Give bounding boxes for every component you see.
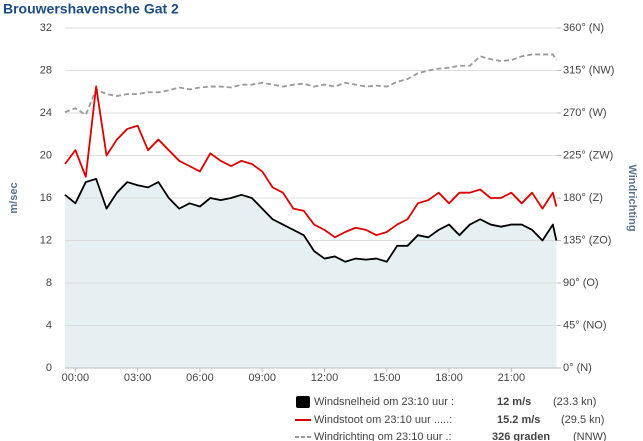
y2-tick-label: 90° (O): [563, 277, 599, 289]
legend-extra: (NNW): [573, 431, 607, 441]
legend-value: 12 m/s: [497, 396, 531, 408]
x-tick-label: 18:00: [435, 372, 463, 384]
x-tick-label: 21:00: [498, 372, 526, 384]
series-line: [64, 85, 558, 239]
y-tick-label: 4: [46, 319, 52, 331]
y-tick-label: 16: [40, 192, 52, 204]
y2-tick-label: 270° (W): [563, 107, 607, 119]
y2-tick-label: 360° (N): [563, 22, 604, 34]
y-tick-label: 12: [40, 234, 52, 246]
x-tick-label: 15:00: [373, 372, 401, 384]
series-line: [64, 53, 558, 116]
legend-value: 326 graden: [492, 431, 550, 441]
x-tick-label: 09:00: [248, 372, 276, 384]
y2-tick-label: 180° (Z): [563, 192, 603, 204]
y-tick-label: 24: [40, 107, 52, 119]
area: [65, 178, 557, 368]
legend-label: Windsnelheid om 23:10 uur :: [314, 396, 454, 408]
chart-title: Brouwershavensche Gat 2: [3, 1, 179, 17]
legend-label: Windstoot om 23:10 uur .....:: [314, 414, 452, 426]
x-tick-label: 00:00: [62, 372, 90, 384]
y2-tick-label: 135° (ZO): [563, 234, 611, 246]
legend-swatch: [296, 396, 310, 408]
y2-tick-label: 225° (ZW): [563, 149, 613, 161]
x-tick-label: 12:00: [311, 372, 339, 384]
legend-extra: (29.5 kn): [561, 414, 604, 426]
y-tick-label: 28: [40, 64, 52, 76]
y-tick-label: 0: [46, 362, 52, 374]
y2-tick-label: 45° (NO): [563, 319, 607, 331]
legend-value: 15.2 m/s: [497, 414, 540, 426]
y2-tick-label: 0° (N): [563, 362, 592, 374]
series-line: [64, 177, 558, 263]
x-tick-label: 03:00: [124, 372, 152, 384]
x-tick-label: 06:00: [186, 372, 214, 384]
y2-tick-label: 315° (NW): [563, 64, 614, 76]
y-axis-label: m/sec: [8, 182, 20, 213]
y-tick-label: 32: [40, 22, 52, 34]
y-tick-label: 8: [46, 277, 52, 289]
legend-label: Windrichting om 23:10 uur .:: [314, 431, 452, 441]
y-tick-label: 20: [40, 149, 52, 161]
y2-axis-label: Windrichting: [626, 164, 638, 231]
legend-extra: (23.3 kn): [553, 396, 596, 408]
